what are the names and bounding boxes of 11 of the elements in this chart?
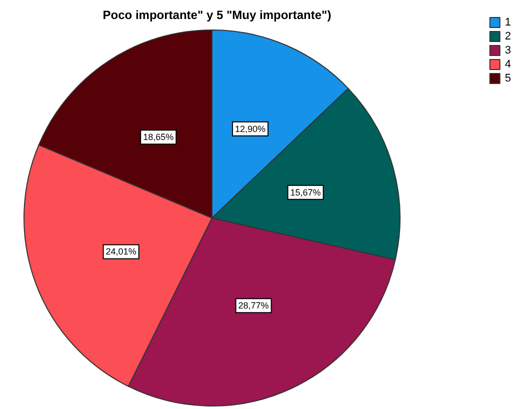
chart-title: Poco importante" y 5 "Muy importante") bbox=[102, 8, 332, 22]
data-label: 18,65% bbox=[143, 132, 174, 142]
legend-label: 3 bbox=[504, 44, 512, 56]
legend-label: 2 bbox=[504, 30, 512, 42]
legend-label: 1 bbox=[504, 16, 512, 28]
data-label: 24,01% bbox=[106, 246, 136, 257]
legend-label: 4 bbox=[504, 58, 512, 70]
data-label: 15,67% bbox=[290, 187, 321, 198]
data-label: 28,77% bbox=[238, 300, 269, 311]
data-label: 12,90% bbox=[234, 124, 266, 134]
legend-label: 5 bbox=[504, 72, 512, 84]
